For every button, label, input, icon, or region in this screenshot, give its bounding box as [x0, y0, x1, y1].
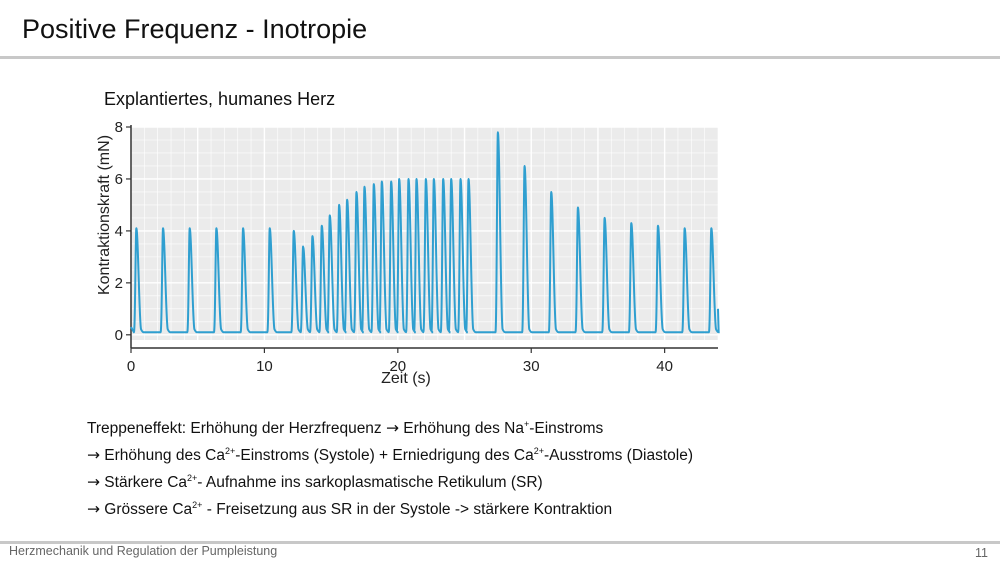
bullet-line-3: → Stärkere Ca2+- Aufnahme ins sarkoplasm… — [87, 472, 543, 491]
x-tick-label: 30 — [523, 358, 540, 375]
slide-title: Positive Frequenz - Inotropie — [22, 14, 368, 44]
force-trace-line — [130, 131, 720, 334]
arrow-right-icon: → — [87, 500, 100, 518]
title-divider — [0, 56, 1000, 59]
y-tick-label: 2 — [115, 275, 123, 292]
footer-text: Herzmechanik und Regulation der Pumpleis… — [9, 544, 278, 558]
y-axis-label: Kontraktionskraft (mN) — [96, 135, 113, 295]
bullet-list: Treppeneffekt: Erhöhung der Herzfrequenz… — [87, 415, 693, 523]
x-axis-label: Zeit (s) — [381, 370, 431, 387]
y-tick-label: 8 — [115, 119, 123, 136]
bullet-line-2: → Erhöhung des Ca2+-Einstroms (Systole) … — [87, 445, 693, 464]
bullet-line-4: → Grössere Ca2+ - Freisetzung aus SR in … — [87, 499, 613, 518]
x-tick-label: 20 — [389, 358, 406, 375]
contraction-chart: 0 10 20 30 40 0 2 4 6 8 Zeit (s) Kontraktionskraf… — [96, 119, 720, 387]
bullet-line-1: Treppeneffekt: Erhöhung der Herzfrequenz… — [87, 418, 604, 437]
tick-labels: 0 10 20 30 40 0 2 4 6 8 — [115, 119, 673, 375]
arrow-right-icon: → — [386, 419, 399, 437]
y-tick-label: 6 — [115, 171, 123, 188]
y-tick-label: 4 — [115, 223, 123, 240]
chart-subtitle: Explantiertes, humanes Herz — [104, 89, 336, 109]
page-number: 11 — [975, 546, 988, 560]
x-tick-label: 10 — [256, 358, 273, 375]
x-tick-label: 0 — [127, 358, 135, 375]
arrow-right-icon: → — [87, 473, 100, 491]
footer-divider — [0, 541, 1000, 544]
y-tick-label: 0 — [115, 327, 123, 344]
arrow-right-icon: → — [87, 446, 100, 464]
x-tick-label: 40 — [656, 358, 673, 375]
axes — [126, 125, 718, 353]
